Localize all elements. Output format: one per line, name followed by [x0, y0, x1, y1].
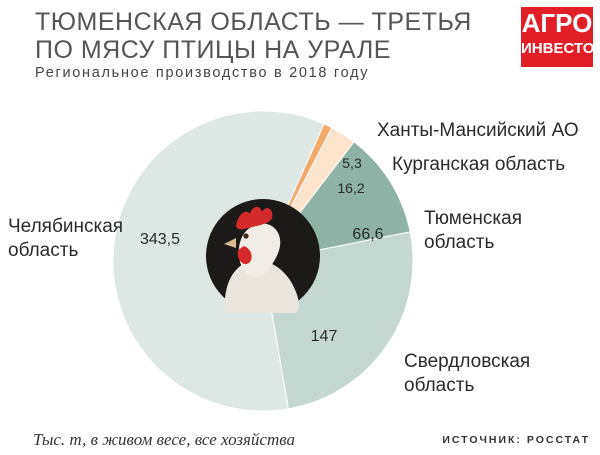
category-label-tyumen: Тюменская область [424, 208, 522, 253]
value-label-tyumen: 66,6 [352, 226, 383, 243]
chart-title: ТЮМЕНСКАЯ ОБЛАСТЬ — ТРЕТЬЯ ПО МЯСУ ПТИЦЫ… [35, 8, 472, 64]
units-note: Тыс. т, в живом весе, все хозяйства [33, 430, 296, 449]
category-label-chelyabinsk: Челябинская область [8, 216, 123, 261]
category-label-khmao: Ханты-Мансийский АО [377, 120, 579, 141]
category-label-sverdlovsk: Свердловская область [404, 351, 530, 396]
logo-line-1: АГРО [521, 8, 593, 38]
chicken-image [206, 199, 320, 313]
value-label-kurgan: 16,2 [337, 180, 364, 196]
logo-line-2: ИНВЕСТОР [521, 40, 600, 57]
source-credit: ИСТОЧНИК: РОССТАТ [442, 434, 590, 446]
value-label-chelyabinsk: 343,5 [140, 231, 180, 248]
category-label-kurgan: Курганская область [392, 154, 565, 175]
agroinvestor-logo: АГРО ИНВЕСТОР [521, 7, 600, 67]
slice-labels: 5,3 Ханты-Мансийский АО 16,2 Курганская обл… [8, 120, 579, 396]
chart-subtitle: Региональное производство в 2018 году [35, 65, 370, 81]
value-label-sverdlovsk: 147 [311, 328, 338, 345]
value-label-khmao: 5,3 [342, 155, 362, 171]
